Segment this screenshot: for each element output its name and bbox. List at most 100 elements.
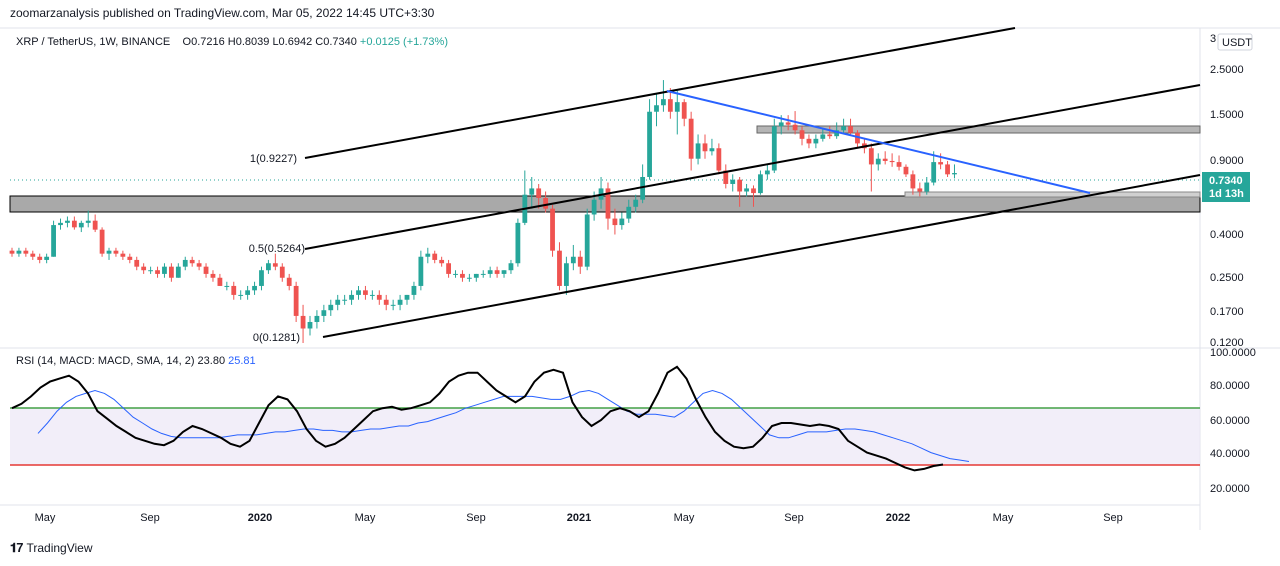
- candle-body: [647, 111, 652, 177]
- price-tick: 0.1200: [1210, 337, 1244, 349]
- rsi-tick: 60.0000: [1210, 415, 1250, 427]
- candle-body: [868, 148, 874, 165]
- candle-body: [557, 250, 562, 286]
- candle-body: [737, 179, 743, 192]
- small-zone: [904, 191, 1201, 198]
- time-tick: Sep: [784, 512, 804, 524]
- candle-body: [134, 259, 140, 267]
- descending-trendline[interactable]: [666, 90, 1091, 194]
- candle-body: [44, 256, 50, 260]
- candle-body: [411, 285, 417, 295]
- candle-body: [716, 148, 722, 171]
- candle-body: [889, 160, 895, 163]
- candle-body: [570, 256, 576, 264]
- ohlc-high: H0.8039: [227, 36, 270, 48]
- candle-body: [92, 220, 98, 230]
- candle-body: [875, 158, 881, 165]
- rsi-title[interactable]: RSI (14, MACD: MACD, SMA, 14, 2): [16, 355, 195, 367]
- ohlc-low: L0.6942: [272, 36, 313, 48]
- candle-body: [356, 290, 361, 295]
- price-tick: 2.5000: [1210, 64, 1244, 76]
- candle-body: [162, 266, 167, 274]
- countdown: 1d 13h: [1209, 188, 1244, 200]
- candle-body: [591, 199, 597, 215]
- candle-body: [342, 299, 348, 301]
- candle-body: [584, 214, 590, 267]
- candle-body: [744, 188, 749, 192]
- candle-body: [882, 158, 888, 161]
- candle-body: [286, 277, 292, 286]
- candle-body: [723, 170, 729, 184]
- rsi-tick: 80.0000: [1210, 380, 1250, 392]
- ohlc-open: O0.7216: [182, 36, 225, 48]
- candle-body: [848, 126, 853, 133]
- channel-lower-line[interactable]: [322, 174, 1201, 338]
- candle-body: [771, 126, 777, 171]
- candle-body: [550, 208, 555, 251]
- footer-brand[interactable]: TradingView: [26, 541, 93, 555]
- currency-button[interactable]: [1217, 33, 1253, 51]
- candle-body: [667, 99, 673, 112]
- tradingview-logo-icon: 𝟏7: [10, 540, 24, 555]
- candle-body: [938, 162, 944, 165]
- candle-body: [494, 270, 500, 274]
- price-tick: 0.9000: [1210, 155, 1244, 167]
- candle-body: [577, 256, 583, 267]
- candle-body: [217, 277, 223, 286]
- candle-body: [369, 294, 375, 296]
- candle-body: [460, 273, 465, 278]
- candle-body: [175, 266, 181, 278]
- footer[interactable]: 𝟏7 TradingView: [10, 540, 93, 556]
- candle-body: [536, 188, 542, 198]
- candle-body: [903, 166, 909, 175]
- candle-body: [168, 266, 174, 278]
- candle-body: [383, 299, 389, 305]
- candle-body: [473, 273, 479, 278]
- candle-body: [30, 253, 36, 257]
- candle-body: [709, 148, 715, 152]
- candle-body: [259, 270, 264, 286]
- channel-middle-line[interactable]: [304, 84, 1201, 250]
- time-axis[interactable]: May Sep 2020 May Sep 2021 May Sep 2022 M…: [35, 512, 1123, 524]
- rsi-axis[interactable]: 100.0000 80.0000 60.0000 40.0000 20.0000: [1210, 347, 1256, 495]
- price-tick: 3: [1210, 33, 1216, 45]
- candle-body: [487, 270, 493, 274]
- time-tick: Sep: [466, 512, 486, 524]
- rsi-value: 23.80: [197, 355, 226, 367]
- candle-body: [806, 138, 812, 144]
- candle-body: [127, 256, 133, 260]
- price-tick: 1.5000: [1210, 109, 1244, 121]
- symbol-title[interactable]: XRP / TetherUS, 1W, BINANCE: [16, 36, 171, 48]
- candle-body: [931, 162, 937, 183]
- candle-body: [141, 266, 147, 271]
- candle-body: [702, 143, 708, 152]
- candle-body: [335, 299, 341, 305]
- candle-body: [99, 229, 105, 254]
- candle-body: [397, 299, 403, 305]
- rsi-legend[interactable]: RSI (14, MACD: MACD, SMA, 14, 2) 23.80 2…: [16, 355, 256, 367]
- publisher-line: zoomarzanalysis published on TradingView…: [10, 6, 435, 20]
- time-tick: May: [35, 512, 56, 524]
- rsi-tick: 100.0000: [1210, 347, 1256, 359]
- candle-body: [113, 250, 119, 254]
- candle-body: [480, 273, 486, 275]
- time-tick: 2021: [567, 512, 591, 524]
- candle-body: [245, 290, 251, 295]
- channel-upper-line[interactable]: [304, 27, 1016, 159]
- candle-body: [917, 188, 923, 192]
- rsi-tick: 20.0000: [1210, 483, 1250, 495]
- candle-body: [293, 285, 299, 316]
- candle-body: [363, 290, 368, 295]
- candle-body: [314, 315, 320, 322]
- candle-body: [224, 285, 230, 287]
- candle-body: [515, 222, 521, 264]
- candle-body: [695, 143, 701, 159]
- symbol-legend[interactable]: XRP / TetherUS, 1W, BINANCE O0.7216 H0.8…: [16, 36, 448, 48]
- time-tick: May: [355, 512, 376, 524]
- candle-body: [730, 179, 736, 184]
- candle-body: [418, 256, 424, 286]
- candle-body: [924, 182, 930, 192]
- price-tick: 0.4000: [1210, 229, 1244, 241]
- price-axis[interactable]: 3 2.5000 1.5000 0.9000 0.4000 0.2500 0.1…: [1210, 33, 1244, 349]
- candle-body: [148, 270, 153, 272]
